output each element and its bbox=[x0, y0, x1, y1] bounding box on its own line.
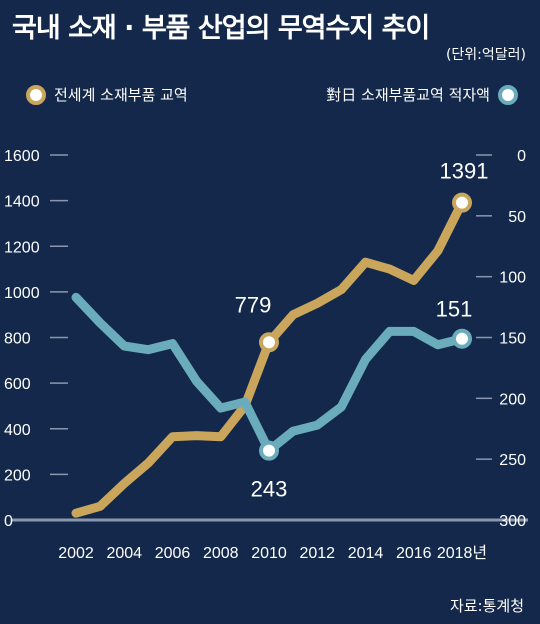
x-axis-tick-label: 2006 bbox=[155, 545, 191, 562]
right-axis-tick-label: 300 bbox=[499, 513, 526, 530]
data-value-label: 1391 bbox=[440, 159, 489, 184]
x-axis-tick-label: 2002 bbox=[58, 545, 94, 562]
data-value-label: 779 bbox=[235, 292, 272, 317]
x-axis-tick-label: 2016 bbox=[396, 545, 432, 562]
right-axis-tick-label: 150 bbox=[499, 331, 526, 348]
x-axis-tick-label: 2004 bbox=[106, 545, 142, 562]
data-point-marker bbox=[452, 328, 472, 349]
left-axis-tick-label: 600 bbox=[4, 376, 31, 393]
legend-marker-series-1 bbox=[26, 84, 46, 105]
series-line-2 bbox=[71, 292, 467, 456]
series-line-1 bbox=[71, 198, 467, 518]
left-axis-tick-label: 800 bbox=[4, 331, 31, 348]
x-axis-tick-label: 2008 bbox=[203, 545, 239, 562]
left-axis-tick-label: 200 bbox=[4, 467, 31, 484]
left-axis-tick-label: 1600 bbox=[4, 148, 40, 165]
legend-series-2: 對日 소재부품교역 적자액 bbox=[326, 84, 518, 105]
x-axis-tick-label: 2010 bbox=[251, 545, 287, 562]
right-axis-tick-label: 0 bbox=[517, 148, 526, 165]
left-axis-tick-label: 400 bbox=[4, 422, 31, 439]
left-axis-tick-label: 1200 bbox=[4, 239, 40, 256]
data-value-label: 243 bbox=[251, 477, 288, 502]
left-axis-tick-label: 0 bbox=[4, 513, 13, 530]
chart-title: 국내 소재 · 부품 산업의 무역수지 추이 bbox=[12, 13, 430, 44]
data-point-marker bbox=[259, 440, 279, 461]
legend-marker-series-2 bbox=[498, 84, 518, 105]
legend-label-series-2: 對日 소재부품교역 적자액 bbox=[326, 86, 490, 104]
source-note: 자료:통계청 bbox=[449, 597, 524, 615]
right-axis-tick-label: 50 bbox=[508, 209, 526, 226]
right-axis-tick-label: 100 bbox=[499, 270, 526, 287]
unit-label: (단위:억달러) bbox=[445, 47, 526, 63]
right-axis-tick-label: 250 bbox=[499, 452, 526, 469]
x-axis-tick-label: 2018년 bbox=[437, 544, 487, 562]
data-value-label: 151 bbox=[436, 297, 473, 322]
x-axis-tick-label: 2012 bbox=[299, 545, 335, 562]
left-axis-tick-label: 1000 bbox=[4, 285, 40, 302]
data-point-marker bbox=[452, 192, 472, 213]
x-axis-tick-label: 2014 bbox=[348, 545, 384, 562]
legend-series-1: 전세계 소재부품 교역 bbox=[26, 84, 188, 105]
right-axis-tick-label: 200 bbox=[499, 391, 526, 408]
data-point-marker bbox=[259, 332, 279, 353]
left-axis-tick-label: 1400 bbox=[4, 194, 40, 211]
legend-label-series-1: 전세계 소재부품 교역 bbox=[54, 86, 188, 104]
